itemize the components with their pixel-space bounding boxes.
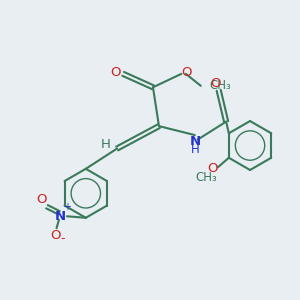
Text: O: O (182, 66, 192, 79)
Text: +: + (63, 202, 71, 212)
Text: N: N (190, 135, 201, 148)
Text: O: O (210, 77, 221, 90)
Text: O: O (36, 193, 46, 206)
Text: CH₃: CH₃ (195, 171, 217, 184)
Text: O: O (50, 229, 60, 242)
Text: O: O (110, 66, 121, 79)
Text: N: N (55, 210, 66, 223)
Text: -: - (60, 232, 65, 244)
Text: CH₃: CH₃ (210, 79, 232, 92)
Text: H: H (101, 138, 111, 152)
Text: O: O (207, 162, 218, 175)
Text: H: H (191, 143, 200, 156)
